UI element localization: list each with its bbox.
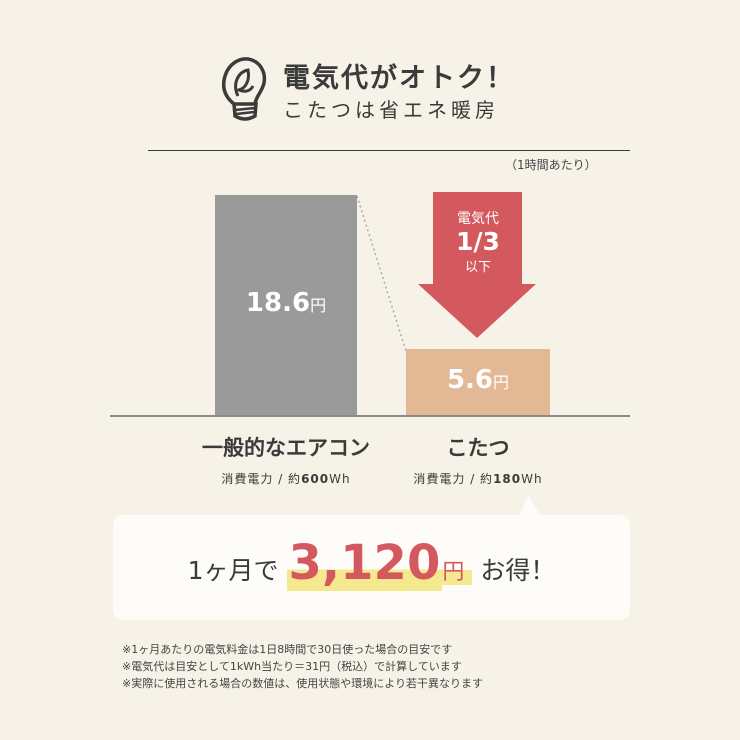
bar-value-unit: 円 — [493, 372, 510, 392]
arrow-line3: 以下 — [464, 260, 491, 275]
bar-value: 18.6 — [245, 288, 311, 318]
bar-1: 5.6円 — [406, 348, 550, 415]
savings-yen: 円 — [442, 560, 473, 585]
power-prefix: 消費電力 / 約 — [221, 472, 302, 486]
page-subtitle: こたつは省エネ暖房 — [283, 98, 499, 122]
page-title: 電気代がオトク！ — [283, 63, 515, 94]
bar-0: 18.6円 — [215, 195, 357, 415]
divider — [148, 150, 630, 151]
footnote-2: ※電気代は目安として1kWh当たり＝31円（税込）で計算しています — [122, 660, 462, 673]
power-value: 180 — [493, 472, 522, 486]
savings-text: 1ヶ月で 3,120円 お得！ — [113, 535, 630, 591]
bar-value-unit: 円 — [310, 296, 327, 315]
lightbulb-leaf-icon — [222, 57, 267, 121]
category-label-aircon: 一般的なエアコン — [202, 436, 370, 460]
unit-note: （1時間あたり） — [505, 158, 597, 172]
power-prefix: 消費電力 / 約 — [413, 472, 494, 486]
callout-pointer — [520, 495, 540, 515]
savings-prefix: 1ヶ月で — [187, 556, 279, 585]
arrow-line2: 1/3 — [456, 227, 500, 256]
power-unit: Wh — [521, 472, 543, 486]
footnote-3: ※実際に使用される場合の数値は、使用状態や環境により若干異なります — [122, 677, 483, 690]
footnote-1: ※1ヶ月あたりの電気料金は1日8時間で30日使った場合の目安です — [122, 643, 453, 656]
arrow-label: 電気代 1/3 以下 — [418, 208, 538, 275]
reduction-arrow — [418, 192, 536, 338]
arrow-line1: 電気代 — [457, 211, 499, 227]
bar-value: 5.6 — [446, 364, 494, 395]
power-label-kotatsu: 消費電力 / 約180Wh — [358, 470, 598, 487]
category-label-kotatsu: こたつ — [446, 436, 510, 460]
power-unit: Wh — [329, 472, 351, 486]
power-value: 600 — [301, 472, 330, 486]
savings-suffix: お得！ — [480, 556, 556, 585]
x-axis-baseline — [110, 415, 630, 417]
savings-amount: 3,120 — [286, 535, 443, 591]
bar-value-label: 18.6円 — [215, 288, 357, 318]
bar-value-label: 5.6円 — [406, 365, 550, 395]
power-label-aircon: 消費電力 / 約600Wh — [166, 470, 406, 487]
